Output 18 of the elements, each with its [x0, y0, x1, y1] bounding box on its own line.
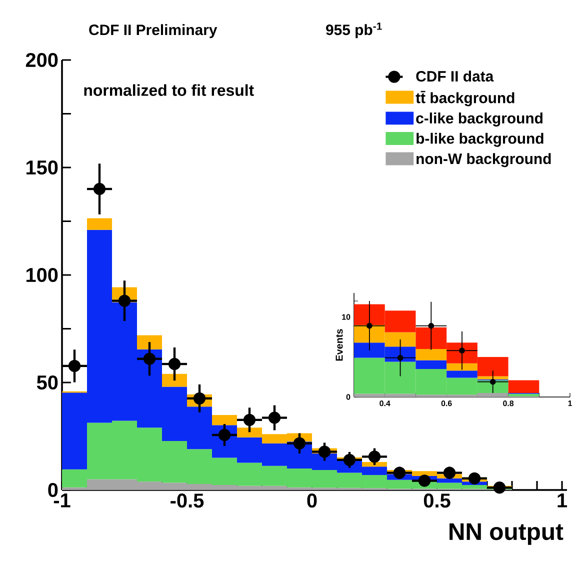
y-axis-title: Events [336, 329, 343, 361]
x-tick-label: 0.5 [424, 494, 450, 508]
legend-label: c-like background [416, 112, 542, 127]
y-tick-label: 100 [26, 268, 58, 282]
legend-label: non-W background [416, 153, 551, 168]
y-tick-label: 50 [36, 375, 58, 390]
legend-label: b-like background [416, 132, 544, 147]
chart-subtitle: 955 pb$^{-1}$ [326, 22, 382, 38]
chart-title: CDF II Preliminary [89, 24, 218, 38]
y-tick-label: 150 [26, 160, 58, 175]
x-tick-label: 1 [558, 494, 567, 508]
legend-label: tt̄ background [416, 90, 514, 106]
x-axis-title: NN output [450, 523, 564, 545]
x-tick-label: -0.5 [170, 494, 204, 508]
x-tick-label: 0 [307, 494, 317, 508]
legend-label: CDF II data [416, 70, 494, 82]
annotation: normalized to fit result [84, 84, 254, 96]
y-tick-label: 200 [26, 52, 58, 68]
